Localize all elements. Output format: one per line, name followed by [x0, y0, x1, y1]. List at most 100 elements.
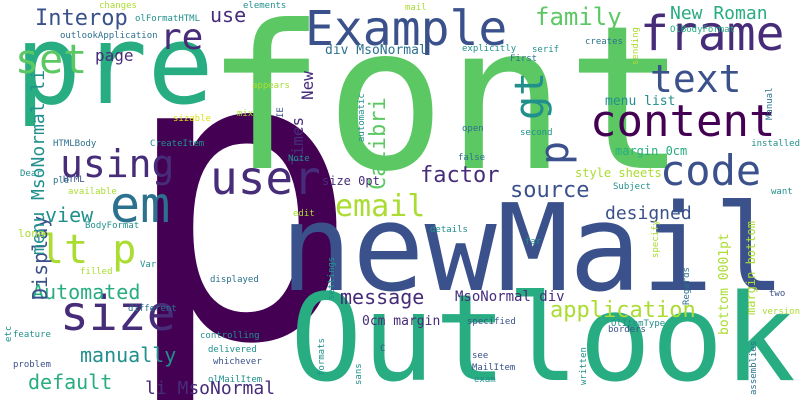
word-delivered: delivered: [208, 345, 257, 355]
word-re: re: [160, 17, 204, 58]
word-manual: Manual: [765, 87, 775, 120]
word-family: family: [535, 3, 622, 31]
word-div-msonormal: div MsoNormal: [325, 43, 427, 58]
word-lt-p: lt p: [40, 227, 137, 273]
word-default: default: [28, 370, 113, 394]
word-problem: problem: [13, 360, 51, 370]
word-var: Var: [140, 260, 157, 270]
word-c: C: [380, 344, 386, 354]
word-size: size: [60, 286, 176, 342]
word-far: far: [525, 237, 542, 247]
word-bodyformat: BodyFormat: [85, 221, 140, 231]
word-view: view: [45, 203, 94, 227]
word-msonormal-div: MsoNormal div: [455, 289, 565, 305]
word-new: New: [298, 71, 317, 100]
word-user: user: [210, 151, 321, 205]
word-mail: mail: [405, 3, 427, 13]
word-available: available: [68, 187, 117, 197]
word-see: see: [472, 351, 489, 361]
word-different: different: [128, 304, 177, 314]
word-menu-list: menu list: [605, 94, 676, 109]
word-htmlbody: HTMLBody: [53, 139, 97, 149]
word-source: source: [510, 178, 590, 203]
word-details: details: [430, 225, 468, 235]
word-ie: IE: [276, 107, 286, 118]
word-serif: serif: [532, 45, 560, 55]
word-appears: appears: [252, 81, 290, 91]
word-open: open: [462, 124, 484, 134]
word-sending: sending: [631, 27, 641, 65]
word-mix: mix: [237, 109, 254, 119]
word-olmailitem: olMailItem: [208, 375, 263, 385]
word-size-0pt: size 0pt: [322, 174, 380, 188]
word-creates: creates: [585, 37, 623, 47]
word-page: page: [95, 46, 134, 65]
word-style-sheets: style sheets: [575, 166, 662, 180]
word-note: Note: [288, 154, 310, 164]
word-specify: specify: [651, 220, 661, 258]
word-sans: sans: [354, 363, 364, 385]
word-first: First: [510, 54, 538, 64]
word-p-large: p: [120, 0, 361, 400]
word-regards: Regards: [682, 267, 692, 305]
word-automatic: automatic: [357, 93, 367, 142]
word-frame: frame: [640, 6, 785, 62]
word-message: message: [340, 285, 425, 309]
word-sizable: sizable: [173, 114, 211, 124]
word-olitemtype: OlItemType: [611, 319, 666, 329]
word-gt: gt: [507, 71, 553, 120]
word-mailitem: MailItem: [472, 363, 516, 373]
word-automated: Automated: [32, 280, 141, 304]
word-false: false: [458, 153, 486, 163]
word-newmail: newMail: [280, 180, 786, 319]
word-interop: Interop: [35, 6, 128, 31]
word-outlookapplication: outlookApplication: [60, 31, 158, 41]
word-using: using: [60, 142, 175, 186]
word-subject: Subject: [613, 182, 651, 192]
word-assemblies: assemblies: [749, 340, 759, 395]
word-code: code: [660, 146, 762, 195]
word-want: want: [771, 187, 793, 197]
word-content: content: [590, 96, 776, 147]
word-text: text: [650, 57, 742, 101]
word-p-small: p: [532, 140, 578, 165]
word-exam: exam: [474, 375, 496, 385]
word-controlling: controlling: [200, 331, 260, 341]
word-formats: formats: [317, 338, 327, 376]
word-email: email: [335, 189, 426, 224]
word-elements: elements: [243, 1, 287, 11]
word-edit: edit: [293, 209, 315, 219]
word-createitem: CreateItem: [150, 139, 205, 149]
word-dear: Dear: [20, 169, 42, 179]
word-version: version: [762, 307, 800, 317]
word-designed: designed: [605, 203, 692, 224]
word-specified: specified: [467, 317, 516, 327]
word-msonormal-li: MsoNormal li: [28, 69, 49, 200]
word-factor: factor: [420, 163, 500, 188]
word-application: application: [550, 298, 696, 323]
word-explicitly: explicitly: [462, 44, 517, 54]
word-font: font: [205, 0, 687, 216]
word-ple: ple: [53, 176, 70, 186]
word-html: HTML: [63, 175, 85, 185]
word-outlook: Outlook: [290, 270, 796, 400]
word-settings: settings: [327, 256, 337, 300]
word-whichever: whichever: [213, 357, 262, 367]
word-lone: lone: [18, 227, 45, 240]
word-olbodyformat: OlBodyFormat: [670, 25, 736, 35]
word-second: second: [520, 128, 553, 138]
word-manually: manually: [80, 343, 177, 367]
word-new-roman: New Roman: [670, 3, 768, 24]
word-0cm-margin: 0cm margin: [362, 314, 441, 329]
word-margin-bottom: margin bottom: [744, 221, 758, 315]
word-changes: changes: [99, 1, 137, 11]
word-em: em: [110, 176, 171, 234]
word-li-msonormal: li MsoNormal: [145, 378, 276, 399]
word-use: use: [210, 3, 247, 27]
word-etc: etc: [4, 325, 14, 342]
word-filled: filled: [80, 267, 113, 277]
word-feature: feature: [13, 330, 51, 340]
word-two: two: [769, 289, 786, 299]
word-olformathtml: olFormatHTML: [135, 14, 201, 24]
